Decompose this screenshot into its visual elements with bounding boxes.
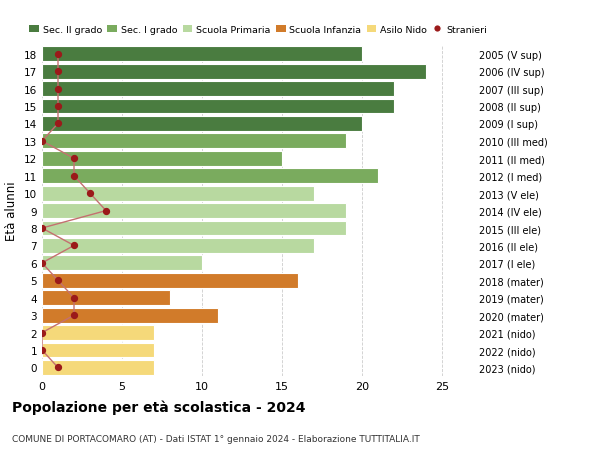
Bar — [42, 308, 218, 323]
Bar — [42, 134, 346, 149]
Point — [53, 68, 63, 76]
Bar — [42, 169, 378, 184]
Point — [69, 294, 79, 302]
Point — [69, 155, 79, 162]
Point — [37, 329, 47, 336]
Bar — [42, 65, 426, 79]
Bar — [42, 100, 394, 114]
Bar — [42, 204, 346, 218]
Point — [53, 277, 63, 285]
Bar — [42, 325, 154, 340]
Y-axis label: Età alunni: Età alunni — [5, 181, 19, 241]
Point — [37, 138, 47, 145]
Bar — [42, 186, 314, 201]
Bar — [42, 221, 346, 236]
Bar — [42, 47, 362, 62]
Point — [69, 312, 79, 319]
Point — [37, 260, 47, 267]
Point — [53, 51, 63, 58]
Bar — [42, 360, 154, 375]
Bar — [42, 343, 154, 358]
Text: COMUNE DI PORTACOMARO (AT) - Dati ISTAT 1° gennaio 2024 - Elaborazione TUTTITALI: COMUNE DI PORTACOMARO (AT) - Dati ISTAT … — [12, 434, 420, 443]
Bar — [42, 117, 362, 132]
Bar — [42, 82, 394, 97]
Point — [85, 190, 95, 197]
Point — [53, 364, 63, 371]
Point — [53, 121, 63, 128]
Point — [37, 347, 47, 354]
Point — [37, 225, 47, 232]
Point — [69, 242, 79, 250]
Bar — [42, 151, 282, 166]
Point — [53, 86, 63, 93]
Bar — [42, 256, 202, 271]
Point — [101, 207, 111, 215]
Point — [53, 103, 63, 111]
Bar — [42, 291, 170, 306]
Text: Popolazione per età scolastica - 2024: Popolazione per età scolastica - 2024 — [12, 399, 305, 414]
Legend: Sec. II grado, Sec. I grado, Scuola Primaria, Scuola Infanzia, Asilo Nido, Stran: Sec. II grado, Sec. I grado, Scuola Prim… — [29, 26, 487, 34]
Bar — [42, 273, 298, 288]
Point — [69, 173, 79, 180]
Bar — [42, 239, 314, 253]
